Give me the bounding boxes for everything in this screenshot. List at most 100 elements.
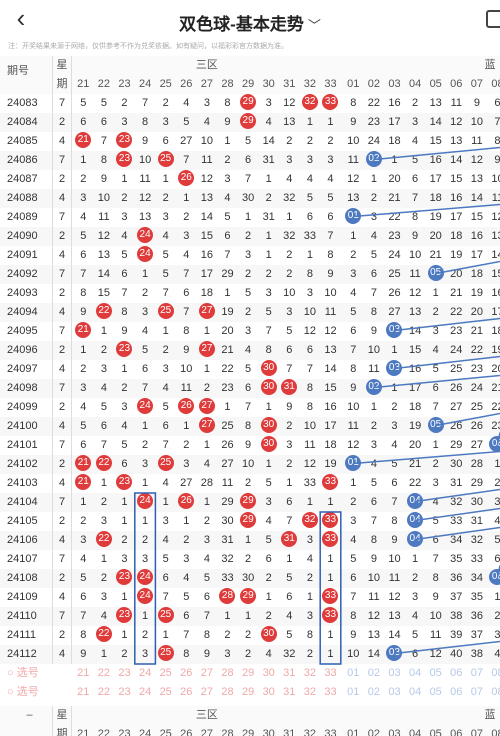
- select-blue-option[interactable]: 05: [429, 667, 442, 679]
- select-red-option[interactable]: 28: [221, 686, 234, 698]
- select-row[interactable]: ○ 选号 21 22 23 24 25 26 27 28 29 30 31 32 33 01 02 03 04 05…: [0, 664, 500, 683]
- red-ball: 33: [322, 94, 339, 111]
- select-red-option[interactable]: 31: [283, 686, 296, 698]
- blue-cell: 9: [432, 591, 439, 603]
- red-ball: 33: [322, 531, 339, 548]
- select-row[interactable]: ○ 选号 21 22 23 24 25 26 27 28 29 30 31 32 33 01 02 03 04 05…: [0, 683, 500, 702]
- select-red-option[interactable]: 30: [262, 686, 275, 698]
- red-cell: 6: [121, 458, 128, 470]
- red-cell: 1: [203, 496, 210, 508]
- red-ball: 23: [116, 607, 133, 624]
- period-header[interactable]: 期号: [7, 65, 29, 77]
- select-red-option[interactable]: 33: [324, 686, 337, 698]
- blue-cell: 1: [432, 439, 439, 451]
- blue-cell: 37: [470, 629, 484, 641]
- select-red-option[interactable]: 27: [200, 667, 214, 679]
- select-red-option[interactable]: 24: [138, 667, 152, 679]
- select-blue-option[interactable]: 07: [470, 667, 484, 679]
- week-cell: 4: [52, 360, 72, 379]
- select-red-option[interactable]: 25: [159, 686, 172, 698]
- blue-cell: 3: [432, 325, 439, 337]
- select-red-option[interactable]: 24: [138, 686, 152, 698]
- red-cell: 7: [245, 401, 252, 413]
- select-blue-option[interactable]: 04: [408, 686, 422, 698]
- period-cell: 24088: [7, 192, 38, 204]
- select-label[interactable]: ○ 选号: [7, 686, 39, 698]
- select-red-option[interactable]: 33: [324, 667, 337, 679]
- red-cell: 4: [286, 610, 293, 622]
- select-red-option[interactable]: 23: [118, 686, 131, 698]
- header-row-1: 期号 星 三区 蓝: [0, 56, 500, 77]
- red-cell: 33: [320, 588, 341, 607]
- select-blue-option[interactable]: 08: [491, 686, 500, 698]
- select-red-option[interactable]: 31: [283, 667, 296, 679]
- select-red-option[interactable]: 32: [303, 686, 317, 698]
- red-cell: 3: [142, 553, 149, 565]
- select-red-option[interactable]: 32: [303, 667, 317, 679]
- select-blue-option[interactable]: 07: [470, 686, 484, 698]
- red-cell: 21: [73, 455, 94, 474]
- select-red-option[interactable]: 21: [77, 667, 90, 679]
- select-red-option[interactable]: 25: [159, 667, 172, 679]
- select-label[interactable]: ○ 选号: [7, 667, 39, 679]
- select-blue-option[interactable]: 02: [367, 667, 381, 679]
- period-cell: 24097: [7, 363, 38, 375]
- table-row: 24111 2 8 22 1 2 1 7 8 2 2 30 5 8 1 9 13 14 5 11 39 37 3: [0, 626, 500, 645]
- back-arrow-icon[interactable]: ‹: [16, 3, 26, 33]
- red-cell: 9: [142, 135, 149, 147]
- period-cell: 24085: [7, 135, 38, 147]
- select-blue-option[interactable]: 05: [429, 686, 442, 698]
- select-blue-option[interactable]: 04: [408, 667, 422, 679]
- blue-cell: 32: [470, 534, 484, 546]
- select-blue-option[interactable]: 08: [491, 667, 500, 679]
- select-red-option[interactable]: 21: [77, 686, 90, 698]
- select-red-option[interactable]: 22: [97, 667, 111, 679]
- share-icon[interactable]: [486, 10, 500, 28]
- blue-cell: 25: [450, 363, 463, 375]
- red-cell: 7: [162, 287, 169, 299]
- select-blue-option[interactable]: 06: [450, 667, 463, 679]
- select-blue-option[interactable]: 03: [388, 667, 401, 679]
- table-row: 24107 7 4 1 3 3 5 3 4 32 2 6 1 4 1 5 9 10 1 7 35 33 6: [0, 550, 500, 569]
- blue-cell: 9: [350, 629, 357, 641]
- select-blue-option[interactable]: 06: [450, 686, 463, 698]
- red-cell: 19: [324, 458, 337, 470]
- red-cell: 4: [162, 534, 169, 546]
- select-red-option[interactable]: 27: [200, 686, 214, 698]
- select-red-option[interactable]: 29: [241, 686, 255, 698]
- red-cell: 30: [241, 192, 255, 204]
- red-ball: 27: [198, 417, 215, 434]
- red-cell: 5: [100, 401, 107, 413]
- blue-cell: 13: [388, 610, 401, 622]
- page-title[interactable]: 双色球-基本走势 ﹀: [0, 10, 500, 35]
- red-cell: 11: [201, 154, 213, 166]
- select-blue-option[interactable]: 01: [347, 686, 360, 698]
- blue-cell: 7: [370, 287, 377, 299]
- red-cell: 5: [265, 306, 272, 318]
- period-cell: 24084: [7, 116, 38, 128]
- red-cell: 3: [245, 249, 252, 261]
- select-red-option[interactable]: 22: [97, 686, 111, 698]
- select-red-option[interactable]: 29: [241, 667, 255, 679]
- select-blue-option[interactable]: 02: [367, 686, 381, 698]
- red-cell: 16: [324, 401, 337, 413]
- period-cell: 24090: [7, 230, 38, 242]
- select-red-option[interactable]: 26: [180, 667, 193, 679]
- red-cell: 2: [80, 515, 87, 527]
- blue-cell: 10: [367, 572, 381, 584]
- select-red-option[interactable]: 26: [180, 686, 193, 698]
- blue-cell: 03: [384, 645, 405, 664]
- red-cell: 1: [306, 496, 313, 508]
- red-cell: 8: [80, 629, 87, 641]
- red-ball: 23: [116, 132, 133, 149]
- red-cell: 1: [327, 553, 334, 565]
- red-cell: 8: [327, 249, 334, 261]
- select-blue-option[interactable]: 03: [388, 686, 401, 698]
- select-red-option[interactable]: 28: [221, 667, 234, 679]
- red-ball: 31: [281, 379, 298, 396]
- blue-cell: 10: [388, 553, 401, 565]
- select-red-option[interactable]: 30: [262, 667, 275, 679]
- select-blue-option[interactable]: 01: [347, 667, 360, 679]
- select-red-option[interactable]: 23: [118, 667, 131, 679]
